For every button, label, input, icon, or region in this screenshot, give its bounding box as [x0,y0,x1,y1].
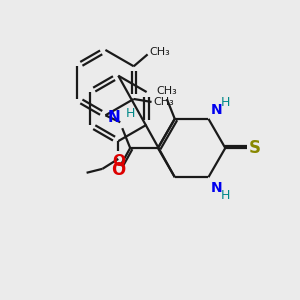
Text: N: N [210,181,222,195]
Text: H: H [220,96,230,109]
Text: O: O [111,161,125,179]
Text: H: H [126,107,136,120]
Text: N: N [210,103,222,117]
Text: CH₃: CH₃ [150,47,170,57]
Text: H: H [220,189,230,202]
Text: O: O [112,154,125,169]
Text: CH₃: CH₃ [154,97,174,107]
Text: S: S [249,139,261,157]
Text: N: N [107,110,120,125]
Text: CH₃: CH₃ [157,86,177,96]
